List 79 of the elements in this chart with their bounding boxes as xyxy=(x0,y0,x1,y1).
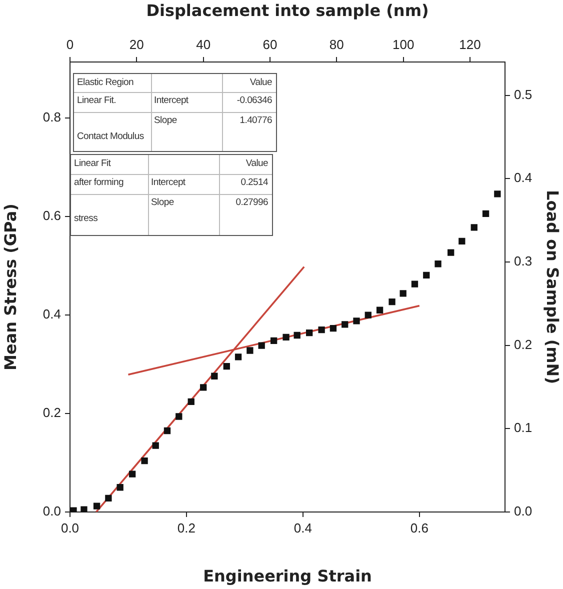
y2-tick-label: 0.3 xyxy=(514,254,532,269)
y2-tick-label: 0.1 xyxy=(514,420,532,436)
x-tick-label: 0.2 xyxy=(177,520,196,536)
y2-axis-title: Load on Sample (mN) xyxy=(543,190,562,384)
x2-tick-label: 60 xyxy=(262,36,278,52)
y-tick-label: 0.6 xyxy=(42,208,61,224)
annotation: after forming xyxy=(74,177,124,188)
y-tick-label: 0.0 xyxy=(42,504,61,519)
annotation: Elastic Region xyxy=(77,77,134,88)
annotation: Intercept xyxy=(154,95,188,106)
point xyxy=(234,354,242,360)
annotation: 0.27996 xyxy=(236,197,268,208)
annotation: 1.40776 xyxy=(240,115,272,126)
annotation: stress xyxy=(74,213,98,224)
point xyxy=(105,494,112,502)
annotation: Intercept xyxy=(151,177,186,188)
y-axis-title: Mean Stress (GPa) xyxy=(0,204,20,370)
annotation: Contact Modulus xyxy=(77,131,144,142)
point xyxy=(282,334,290,341)
point xyxy=(400,290,406,297)
point xyxy=(164,427,171,434)
point xyxy=(364,312,372,318)
x2-tick-label: 0 xyxy=(66,36,74,52)
point xyxy=(246,347,254,354)
point xyxy=(423,272,430,279)
point xyxy=(188,398,194,406)
y2-tick-label: 0.5 xyxy=(514,86,532,102)
point xyxy=(318,326,325,334)
y-tick-label: 0.4 xyxy=(42,306,61,322)
point xyxy=(494,190,501,198)
point xyxy=(330,325,337,332)
point xyxy=(270,337,278,344)
x-axis-title: Engineering Strain xyxy=(203,566,372,586)
point xyxy=(70,507,77,512)
x2-tick-label: 40 xyxy=(196,36,211,52)
point xyxy=(470,224,478,231)
x2-tick-label: 20 xyxy=(129,36,144,52)
point xyxy=(434,260,442,268)
point xyxy=(294,332,300,339)
point xyxy=(482,210,490,217)
annotation: -0.06346 xyxy=(236,95,272,106)
point xyxy=(306,329,313,336)
annotation: Linear Fit. xyxy=(77,95,116,106)
point xyxy=(141,457,148,464)
x2-tick-label: 120 xyxy=(459,36,481,52)
point xyxy=(152,442,159,449)
y2-tick-label: 0.0 xyxy=(514,504,532,519)
x2-axis-title: Displacement into sample (nm) xyxy=(146,0,429,20)
x2-tick-label: 80 xyxy=(329,36,344,52)
annotation: Slope xyxy=(154,115,177,126)
y-tick-label: 0.2 xyxy=(42,405,61,420)
point xyxy=(258,342,265,349)
annotation: Linear Fit xyxy=(74,158,111,169)
annotation: Slope xyxy=(151,197,174,208)
point xyxy=(211,372,218,380)
x-tick-label: 0.4 xyxy=(294,520,312,536)
y-tick-label: 0.8 xyxy=(42,110,61,125)
x-tick-label: 0.6 xyxy=(410,520,428,536)
annotation: Value xyxy=(246,158,268,169)
point xyxy=(388,298,396,306)
point xyxy=(448,249,454,256)
point xyxy=(176,413,182,420)
point xyxy=(93,502,100,510)
y2-tick-label: 0.2 xyxy=(514,336,532,352)
x-tick-label: 0.0 xyxy=(60,520,80,536)
y2-tick-label: 0.4 xyxy=(514,170,532,186)
point xyxy=(223,362,230,370)
point xyxy=(128,470,136,478)
annotation: 0.2514 xyxy=(240,177,268,188)
annotation: Value xyxy=(250,77,272,88)
point xyxy=(116,484,124,491)
point xyxy=(200,384,207,391)
point xyxy=(411,280,418,288)
point xyxy=(376,306,384,314)
point xyxy=(342,321,348,328)
x2-tick-label: 100 xyxy=(392,36,414,52)
point xyxy=(80,506,88,512)
point xyxy=(353,318,360,324)
point xyxy=(458,238,466,245)
